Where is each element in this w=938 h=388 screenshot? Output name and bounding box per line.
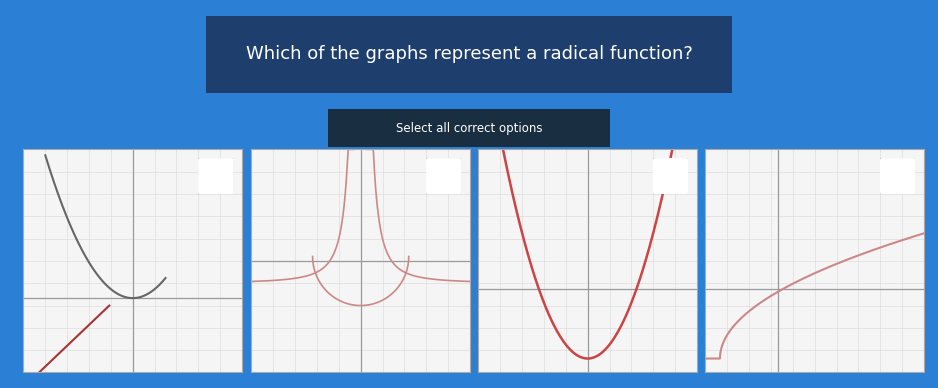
FancyBboxPatch shape: [300, 105, 638, 151]
Text: Which of the graphs represent a radical function?: Which of the graphs represent a radical …: [246, 45, 692, 63]
Text: Select all correct options: Select all correct options: [396, 121, 542, 135]
FancyBboxPatch shape: [186, 12, 752, 96]
